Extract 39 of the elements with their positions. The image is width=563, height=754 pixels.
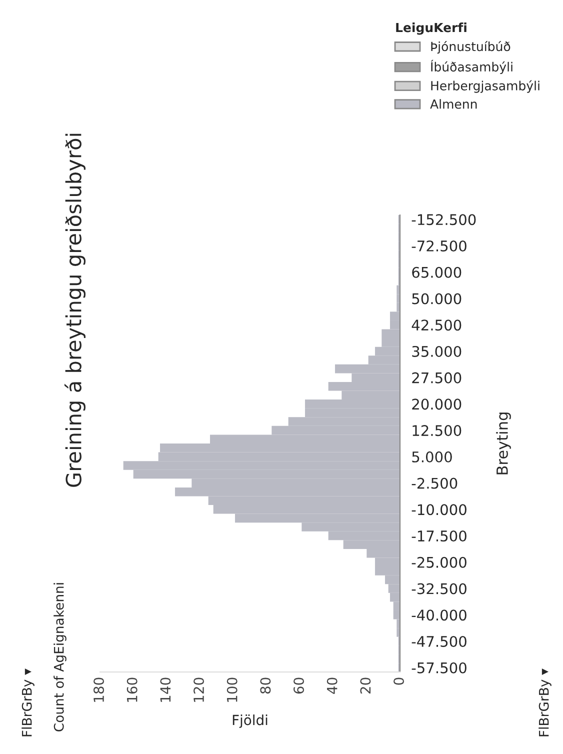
y-tick-label: -152.500 bbox=[412, 214, 476, 226]
x-tick-label: 40 bbox=[326, 678, 338, 694]
x-tick-label: 160 bbox=[126, 678, 138, 702]
legend-title: LeiguKerfi bbox=[396, 22, 466, 35]
y-tick-label: 42.500 bbox=[412, 320, 462, 331]
y-tick-label: 20.000 bbox=[412, 398, 462, 410]
y-tick-label: 5.000 bbox=[412, 451, 452, 462]
legend-label: Þjónustuíbúð bbox=[431, 41, 510, 54]
x-tick-label: 60 bbox=[294, 678, 304, 694]
y-tick-label: -10.000 bbox=[412, 504, 466, 516]
x-tick-label: 180 bbox=[94, 678, 104, 702]
x-tick-label: 120 bbox=[194, 678, 204, 702]
x-tick-label: 100 bbox=[226, 678, 238, 702]
y-tick-label: -25.000 bbox=[412, 556, 466, 568]
y-tick-label: -2.500 bbox=[412, 478, 458, 489]
text: FlBrGrBy ▾ bbox=[22, 668, 34, 736]
y-tick-label: -47.500 bbox=[412, 636, 466, 647]
y-tick-label: 27.500 bbox=[412, 372, 462, 384]
y-tick-label: -40.000 bbox=[412, 610, 466, 621]
y-tick-label: 65.000 bbox=[412, 266, 462, 278]
x-tick-label: 80 bbox=[260, 678, 271, 694]
x-tick-label: 20 bbox=[360, 678, 371, 694]
y-tick-label: 50.000 bbox=[412, 293, 462, 304]
x-tick-label: 140 bbox=[160, 678, 171, 702]
x-axis-title: Fjöldi bbox=[232, 714, 268, 728]
y-tick-label: -57.500 bbox=[412, 662, 466, 674]
legend-label: Herbergjasambýli bbox=[431, 80, 540, 93]
text: Greining á breytingu greiðslubyrði bbox=[64, 134, 86, 487]
y-tick-label: 12.500 bbox=[412, 425, 462, 436]
legend-label: Íbúðasambýli bbox=[431, 60, 512, 74]
y-tick-label: 35.000 bbox=[412, 346, 462, 357]
x-tick-label: 0 bbox=[394, 678, 404, 685]
text: FlBrGrBy ▾ bbox=[538, 668, 552, 736]
y-tick-label: -17.500 bbox=[412, 530, 466, 542]
y-axis-title: Breyting bbox=[496, 412, 511, 474]
y-tick-label: -32.500 bbox=[412, 583, 466, 594]
y-tick-label: -72.500 bbox=[412, 240, 466, 252]
text: Count of AgEignakenni bbox=[54, 583, 66, 732]
legend-label: Almenn bbox=[430, 99, 477, 109]
